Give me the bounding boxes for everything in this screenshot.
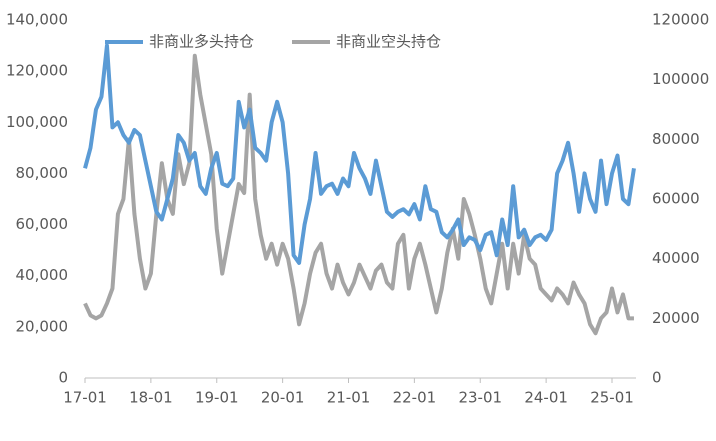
y-tick-label: 100,000	[6, 113, 68, 131]
x-tick-label: 19-01	[195, 389, 239, 407]
y-tick-label: 20,000	[16, 317, 69, 335]
y-tick-label: 80,000	[16, 164, 69, 182]
y2-tick-label: 40000	[652, 249, 700, 267]
legend-label: 非商业多头持仓	[149, 33, 254, 51]
y-tick-label: 140,000	[6, 11, 68, 29]
series-line	[83, 53, 634, 336]
y-tick-label: 120,000	[6, 62, 68, 80]
x-tick-label: 18-01	[129, 389, 173, 407]
x-tick-label: 17-01	[63, 389, 107, 407]
y2-tick-label: 0	[652, 369, 662, 387]
legend-label: 非商业空头持仓	[336, 33, 441, 51]
y2-tick-label: 20000	[652, 309, 700, 327]
y2-tick-label: 80000	[652, 130, 700, 148]
series-line	[83, 43, 636, 265]
x-tick-label: 21-01	[327, 389, 371, 407]
x-tick-label: 22-01	[393, 389, 437, 407]
y-tick-label: 40,000	[16, 266, 69, 284]
x-tick-label: 20-01	[261, 389, 305, 407]
x-tick-label: 23-01	[458, 389, 502, 407]
x-tick-label: 24-01	[524, 389, 568, 407]
y-tick-label: 0	[58, 369, 68, 387]
y-tick-label: 60,000	[16, 215, 69, 233]
x-tick-label: 25-01	[590, 389, 634, 407]
y2-tick-label: 60000	[652, 190, 700, 208]
y2-tick-label: 120000	[652, 11, 709, 29]
y2-tick-label: 100000	[652, 70, 709, 88]
